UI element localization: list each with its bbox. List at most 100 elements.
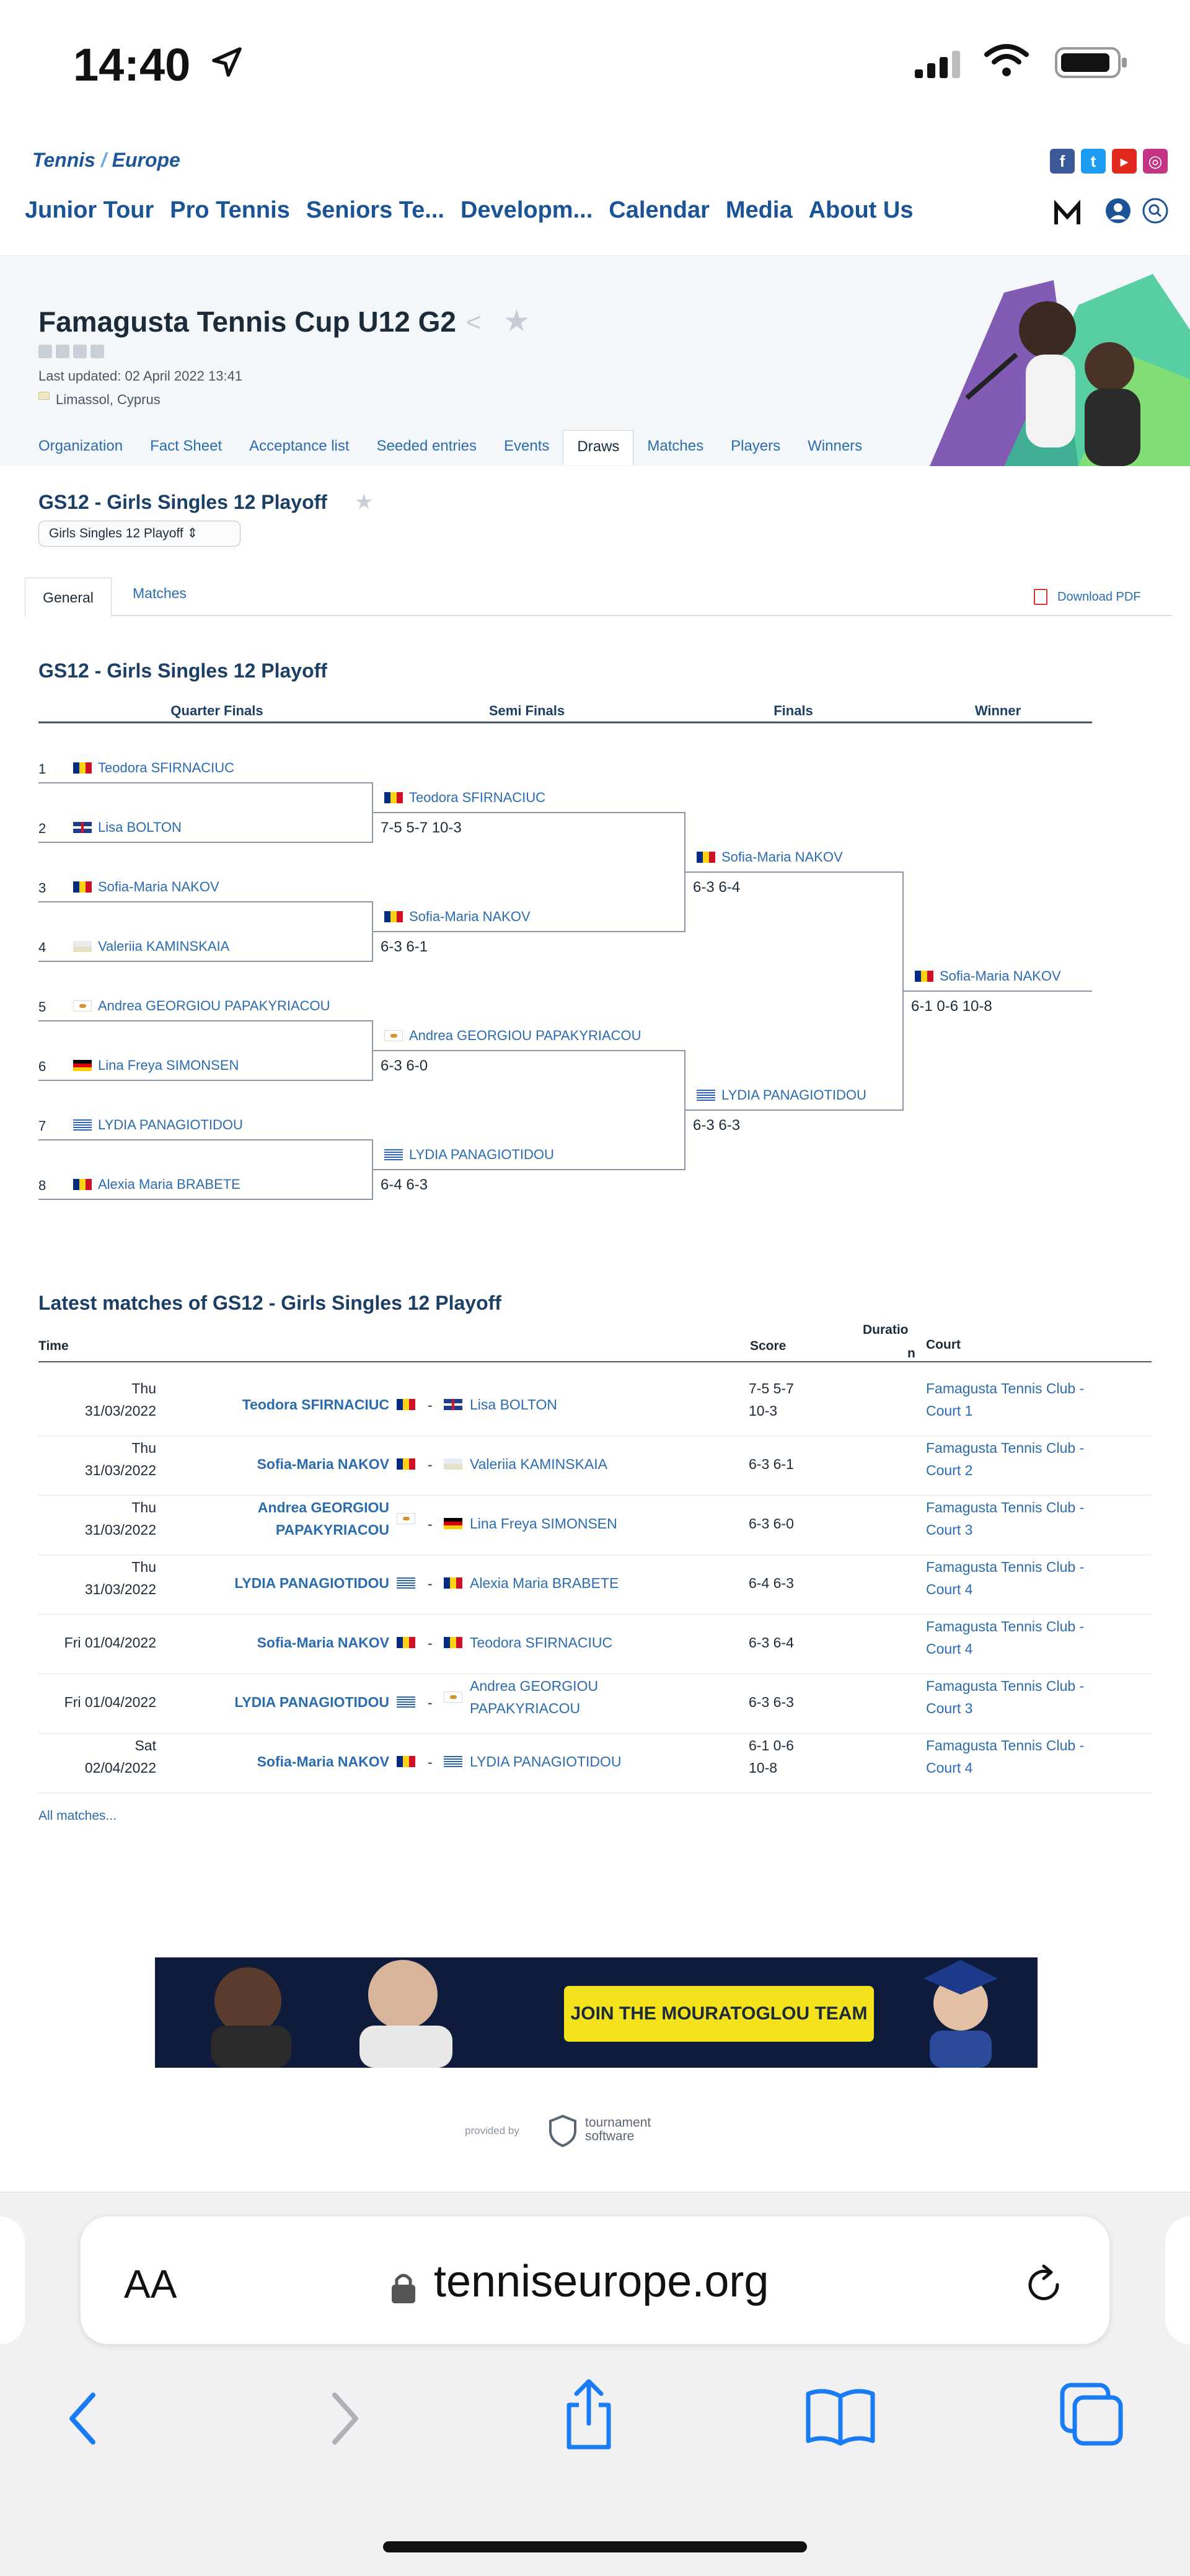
player-name: LYDIA PANAGIOTIDOU [721,1087,866,1103]
site-logo[interactable]: Tennis / Europe [32,149,180,172]
tab-fact-sheet[interactable]: Fact Sheet [150,438,223,454]
nav-seniors[interactable]: Seniors Te... [306,197,444,223]
match-court[interactable]: Famagusta Tennis Club - Court 2 [926,1437,1112,1481]
facebook-icon[interactable]: f [1050,149,1075,174]
twitter-icon[interactable]: t [1081,149,1106,174]
flag-greece-icon [444,1756,462,1767]
favorite-star-icon[interactable]: ★ [503,305,531,338]
tab-acceptance-list[interactable]: Acceptance list [249,438,350,454]
tab-winners[interactable]: Winners [808,438,863,454]
draw-select[interactable]: Girls Singles 12 Playoff ⇕ [38,521,240,547]
match-player1[interactable]: Sofia-Maria NAKOV [93,1750,415,1773]
tab-matches[interactable]: Matches [647,438,704,454]
bracket-player[interactable]: LYDIA PANAGIOTIDOU [384,1147,554,1163]
reader-options-button[interactable]: AA [124,2262,177,2306]
tournament-software-logo[interactable]: tournament software [585,2116,651,2143]
match-player2[interactable]: Alexia Maria BRABETE [444,1572,667,1594]
match-player1[interactable]: Sofia-Maria NAKOV [93,1631,415,1654]
flag-gb-icon [73,822,92,833]
subtab-matches[interactable]: Matches [133,585,187,601]
draw-favorite-star-icon[interactable]: ★ [355,490,374,514]
match-player1[interactable]: Andrea GEORGIOU PAPAKYRIACOU [93,1496,415,1541]
all-matches-link[interactable]: All matches... [38,1809,117,1823]
software-logo-line: tournament [585,2115,651,2130]
match-player2[interactable]: Valeriia KAMINSKAIA [444,1453,667,1475]
bracket-player[interactable]: Sofia-Maria NAKOV [384,909,531,925]
bracket-player[interactable]: Teodora SFIRNACIUC [73,760,234,776]
match-court[interactable]: Famagusta Tennis Club - Court 4 [926,1615,1112,1660]
match-player2[interactable]: Lina Freya SIMONSEN [444,1512,667,1535]
share-icon[interactable]: < [466,307,482,337]
match-court[interactable]: Famagusta Tennis Club - Court 3 [926,1675,1112,1719]
twitter-share-icon[interactable] [56,345,69,358]
tab-events[interactable]: Events [504,438,550,454]
mouratoglou-logo-icon[interactable] [1050,197,1085,232]
search-icon[interactable] [1142,197,1169,224]
tabs-icon[interactable] [1057,2380,1126,2448]
match-player2[interactable]: Lisa BOLTON [444,1393,667,1416]
nav-pro-tennis[interactable]: Pro Tennis [170,197,290,223]
nav-junior-tour[interactable]: Junior Tour [25,197,154,223]
match-court[interactable]: Famagusta Tennis Club - Court 4 [926,1734,1112,1779]
tab-draws[interactable]: Draws [563,430,634,465]
bracket-player[interactable]: Sofia-Maria NAKOV [697,849,843,865]
forward-icon[interactable] [322,2388,366,2450]
next-tab-peek[interactable] [1165,2217,1190,2344]
match-player1[interactable]: LYDIA PANAGIOTIDOU [93,1691,415,1713]
tab-organization[interactable]: Organization [38,438,123,454]
reload-icon[interactable] [1019,2260,1069,2309]
match-player1[interactable]: LYDIA PANAGIOTIDOU [93,1572,415,1594]
flag-cyprus-icon [73,1000,92,1012]
bracket-line [372,782,373,843]
bracket-player[interactable]: Andrea GEORGIOU PAPAKYRIACOU [384,1028,641,1044]
bracket-line [685,1109,904,1111]
nav-calendar[interactable]: Calendar [609,197,710,223]
download-pdf-link[interactable]: Download PDF [1057,590,1141,604]
nav-development[interactable]: Developm... [460,197,593,223]
nav-media[interactable]: Media [725,197,793,223]
tab-players[interactable]: Players [731,438,781,454]
bracket-player[interactable]: Teodora SFIRNACIUC [384,790,545,806]
match-player2[interactable]: LYDIA PANAGIOTIDOU [444,1750,667,1773]
match-player1[interactable]: Teodora SFIRNACIUC [93,1393,415,1416]
bracket-player[interactable]: Valeriia KAMINSKAIA [73,938,229,955]
instagram-icon[interactable]: ◎ [1143,149,1168,174]
logo-swoosh-icon: / [100,149,107,171]
nav-about-us[interactable]: About Us [808,197,914,223]
player-name-line: Andrea GEORGIOU [257,1499,389,1515]
match-date: 31/03/2022 [84,1462,156,1478]
match-player1[interactable]: Sofia-Maria NAKOV [93,1453,415,1475]
youtube-icon[interactable]: ▸ [1112,149,1137,174]
share-icon[interactable] [558,2378,620,2452]
back-icon[interactable] [62,2388,105,2450]
email-share-icon[interactable] [90,345,104,358]
bracket-player[interactable]: Lisa BOLTON [73,819,182,836]
user-account-icon[interactable] [1104,197,1132,224]
match-court[interactable]: Famagusta Tennis Club - Court 4 [926,1556,1112,1600]
bracket-winner[interactable]: Sofia-Maria NAKOV [915,968,1061,984]
match-player2[interactable]: Andrea GEORGIOU PAPAKYRIACOU [444,1675,667,1719]
bracket-player[interactable]: LYDIA PANAGIOTIDOU [697,1087,866,1103]
home-indicator[interactable] [383,2541,807,2552]
instagram-share-icon[interactable] [73,345,87,358]
address-bar[interactable] [81,2217,1109,2344]
url-text[interactable]: tenniseurope.org [434,2257,769,2306]
bracket-player[interactable]: Andrea GEORGIOU PAPAKYRIACOU [73,998,330,1014]
pdf-icon[interactable] [1034,589,1047,605]
bracket-player[interactable]: Alexia Maria BRABETE [73,1176,240,1193]
ad-cta-button[interactable]: JOIN THE MOURATOGLOU TEAM [564,1986,874,2042]
bracket-player[interactable]: LYDIA PANAGIOTIDOU [73,1117,243,1133]
subtab-general[interactable]: General [25,578,112,617]
match-court[interactable]: Famagusta Tennis Club - Court 3 [926,1496,1112,1541]
bookmarks-icon[interactable] [803,2385,878,2447]
previous-tab-peek[interactable] [0,2217,25,2344]
tab-seeded-entries[interactable]: Seeded entries [376,438,477,454]
match-player2[interactable]: Teodora SFIRNACIUC [444,1631,667,1654]
court-number: Court 3 [926,1522,973,1538]
bracket-player[interactable]: Sofia-Maria NAKOV [73,879,219,895]
facebook-share-icon[interactable] [38,345,52,358]
ad-banner[interactable]: JOIN THE MOURATOGLOU TEAM [155,1957,1038,2068]
bracket-player[interactable]: Lina Freya SIMONSEN [73,1057,239,1074]
match-court[interactable]: Famagusta Tennis Club - Court 1 [926,1377,1112,1422]
match-score: 6-1 0-6 10-8 [911,998,992,1015]
